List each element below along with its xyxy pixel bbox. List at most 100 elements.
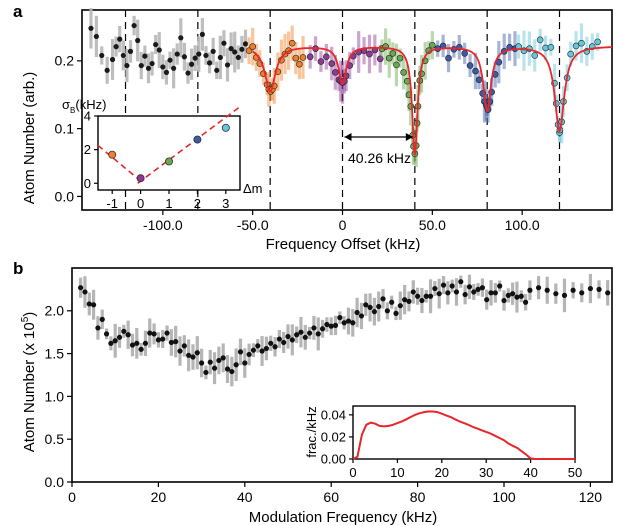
a-data-point xyxy=(224,62,231,68)
a-x-tick-label: -50.0 xyxy=(237,217,269,233)
a-data-point xyxy=(288,39,296,47)
b-data-point xyxy=(523,299,529,305)
b-data-point xyxy=(427,293,434,299)
spacing-arrow-head-left xyxy=(344,133,352,141)
b-data-point xyxy=(315,331,321,337)
a-data-point xyxy=(429,41,436,49)
b-y-axis-label-main: Atom Number (x 10 xyxy=(21,322,38,452)
spacing-arrow-head-right xyxy=(405,133,413,141)
b-data-point xyxy=(186,352,192,358)
b-data-point xyxy=(492,290,498,296)
a-data-point xyxy=(142,53,148,59)
a-data-point xyxy=(400,69,407,76)
a-data-point xyxy=(174,51,180,57)
a-data-point xyxy=(88,25,94,31)
b-data-point xyxy=(328,323,334,329)
b-data-point xyxy=(505,292,511,298)
b-data-point xyxy=(207,359,213,365)
a-data-point xyxy=(149,60,155,67)
b-data-point xyxy=(337,315,343,321)
b-data-point xyxy=(475,286,481,292)
b-data-point xyxy=(99,316,105,322)
a-data-point xyxy=(567,50,574,58)
b-data-point xyxy=(211,365,218,371)
a-data-point xyxy=(124,62,130,69)
a-data-point xyxy=(135,37,141,44)
a-data-point xyxy=(366,50,373,58)
b-data-point xyxy=(237,349,244,355)
inset-a-x-tick-label: 2 xyxy=(194,196,201,211)
inset-b-x-tick-label: 10 xyxy=(390,465,404,480)
a-data-point xyxy=(185,70,191,76)
b-data-point xyxy=(389,299,395,305)
b-data-point xyxy=(596,286,602,292)
b-x-tick-label: 40 xyxy=(237,489,253,505)
a-fit-curve xyxy=(252,46,612,156)
a-data-point xyxy=(214,67,220,73)
b-data-point xyxy=(298,329,304,335)
a-data-point xyxy=(578,39,585,47)
b-data-point xyxy=(406,298,412,304)
a-data-point xyxy=(332,69,339,76)
a-x-axis-label: Frequency Offset (kHz) xyxy=(266,236,421,253)
b-data-point xyxy=(440,282,447,288)
b-data-point xyxy=(307,330,313,336)
inset-b-x-tick-label: 40 xyxy=(523,465,537,480)
b-data-point xyxy=(129,342,136,348)
b-data-point xyxy=(203,369,209,376)
b-data-point xyxy=(190,354,196,360)
a-data-point xyxy=(203,52,209,59)
b-data-point xyxy=(432,285,438,292)
b-x-tick-label: 80 xyxy=(410,489,426,505)
b-data-point xyxy=(177,348,183,354)
b-data-point xyxy=(108,340,114,346)
a-data-point xyxy=(389,50,397,57)
a-data-point xyxy=(221,40,227,46)
b-data-point xyxy=(272,344,278,350)
a-data-point xyxy=(160,64,166,70)
b-data-point xyxy=(294,332,300,338)
a-data-point xyxy=(127,48,134,54)
b-data-point xyxy=(173,339,179,345)
b-data-point xyxy=(164,330,170,336)
a-x-tick-label: 50.0 xyxy=(419,217,446,233)
b-data-point xyxy=(82,289,88,295)
b-data-point xyxy=(544,287,550,293)
a-data-point xyxy=(245,47,253,54)
a-data-point xyxy=(445,54,452,62)
b-data-point xyxy=(484,297,490,303)
a-data-point xyxy=(163,69,170,75)
b-data-point xyxy=(570,287,576,293)
b-data-point xyxy=(289,337,295,343)
b-data-point xyxy=(112,338,118,344)
panel-a: -100.0 -50.0 0 50.0 100.0 0.0 0.1 0.2 -1 0 1 2 3 0 2 4 xyxy=(55,8,613,233)
b-x-tick-label: 20 xyxy=(151,489,167,505)
b-data-point xyxy=(479,285,485,291)
a-data-point xyxy=(217,54,223,61)
inset-b-x-tick-label: 30 xyxy=(479,465,493,480)
b-data-point xyxy=(103,331,110,337)
a-data-point xyxy=(296,60,303,68)
inset-b-x-tick-label: 50 xyxy=(568,465,582,480)
a-data-point xyxy=(323,53,330,61)
b-data-point xyxy=(246,351,252,358)
a-data-point xyxy=(99,52,105,59)
b-y-tick-label: 0.0 xyxy=(45,474,65,490)
b-y-axis-label: Atom Number (x 105) xyxy=(20,312,38,453)
b-data-point xyxy=(501,297,507,304)
inset-a-frame xyxy=(97,115,241,191)
b-data-point xyxy=(263,345,269,352)
b-y-tick-label: 2.0 xyxy=(45,303,65,319)
b-x-tick-label: 120 xyxy=(579,489,603,505)
b-data-point xyxy=(324,321,330,328)
a-data-point xyxy=(547,43,555,51)
b-data-point xyxy=(332,322,339,328)
inset-b-x-tick-label: 20 xyxy=(435,465,449,480)
b-data-point xyxy=(216,357,222,364)
a-data-point xyxy=(181,54,188,60)
b-data-point xyxy=(363,302,369,308)
inset-a-x-axis-label: Δm xyxy=(243,181,263,196)
b-data-point xyxy=(587,285,594,292)
a-data-point xyxy=(385,54,393,62)
